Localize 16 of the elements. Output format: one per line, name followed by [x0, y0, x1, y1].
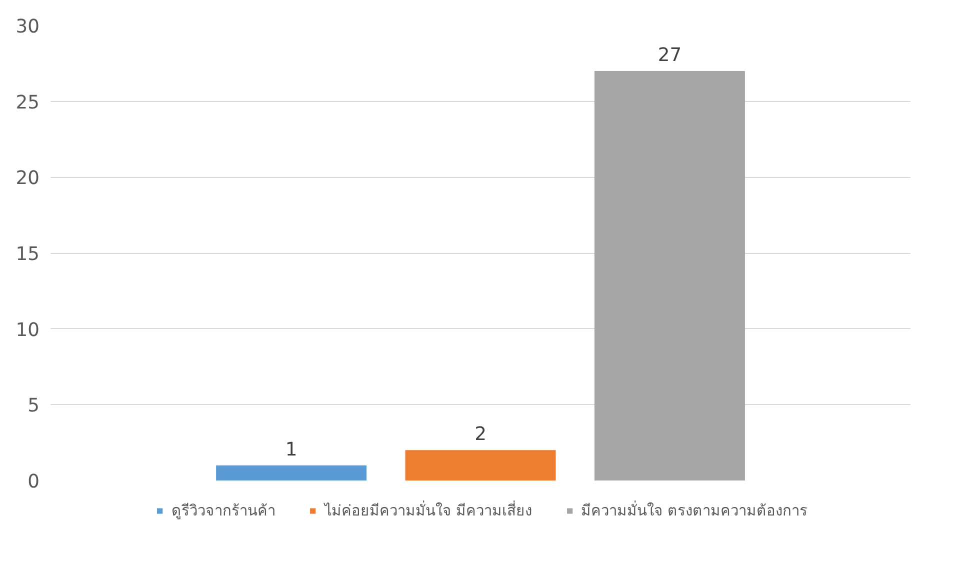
data-label: 1: [285, 439, 298, 460]
y-tick-label: 15: [16, 244, 40, 265]
data-label: 2: [474, 424, 486, 446]
y-tick-label: 25: [16, 92, 40, 114]
legend-label: มีความมั่นใจ ตรงตามความต้องการ: [581, 500, 808, 522]
legend-label: ไม่ค่อยมีความมั่นใจ มีความเสี่ยง: [324, 500, 532, 522]
y-tick-label: 5: [28, 396, 40, 417]
data-label: 27: [658, 45, 682, 66]
y-tick-label: 10: [16, 320, 40, 341]
bar: [405, 450, 556, 480]
y-tick-label: 20: [16, 168, 40, 190]
y-tick-label: 0: [28, 472, 40, 492]
y-tick-label: 30: [16, 16, 40, 38]
bar: [216, 465, 367, 480]
bar: [594, 71, 745, 480]
legend-label: ดูรีวิวจากร้านค้า: [171, 502, 276, 522]
